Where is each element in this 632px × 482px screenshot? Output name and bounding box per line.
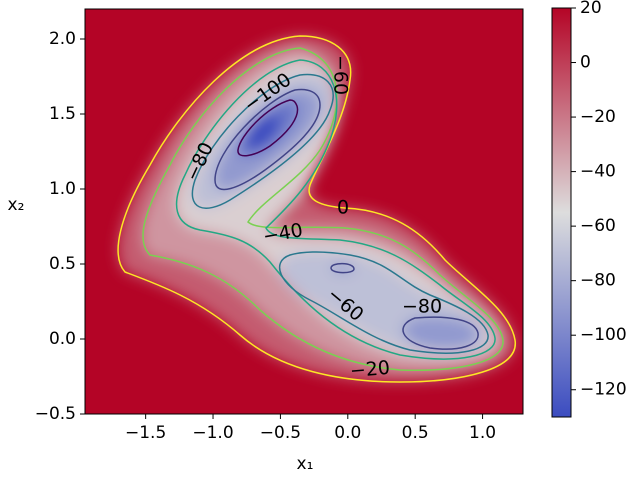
- x-tick-label: 0.5: [402, 423, 429, 443]
- field-region: [331, 263, 354, 273]
- y-tick-label: 0.0: [49, 329, 76, 349]
- colorbar-tick-label: −20: [580, 107, 616, 127]
- colorbar-tick-label: −100: [580, 325, 627, 345]
- contour-label: 0: [337, 197, 349, 219]
- contour-label: −60: [330, 55, 352, 95]
- x-tick-label: −0.5: [260, 423, 301, 443]
- contour-line: [191, 73, 334, 209]
- plot-frame: [84, 8, 524, 415]
- colorbar-tick-label: 0: [580, 53, 591, 73]
- contour-line: [142, 47, 504, 371]
- field-core: [245, 113, 279, 151]
- contour-line: [214, 88, 321, 191]
- field-region: [403, 317, 479, 350]
- colorbar: [551, 7, 572, 418]
- contour-line: [237, 99, 299, 157]
- contour-line: [117, 35, 516, 383]
- contour-label: −80: [402, 296, 442, 318]
- contour-label: −20: [349, 357, 391, 382]
- y-tick-label: 1.0: [49, 179, 76, 199]
- colorbar-tick-label: 20: [580, 0, 602, 18]
- contour-line: [402, 316, 479, 350]
- x-tick-label: 0.0: [334, 423, 361, 443]
- contour-line: [278, 251, 489, 354]
- x-tick-label: 1.0: [469, 423, 496, 443]
- x-tick-label: −1.0: [192, 423, 233, 443]
- y-tick-label: 0.5: [49, 254, 76, 274]
- colorbar-tick-label: −80: [580, 271, 616, 291]
- contour-line: [330, 262, 355, 274]
- y-tick-label: −0.5: [35, 404, 76, 424]
- colorbar-tick-label: −60: [580, 216, 616, 236]
- colorbar-tick-label: −40: [580, 162, 616, 182]
- y-tick-label: 2.0: [49, 29, 76, 49]
- plot-area: [85, 9, 523, 414]
- y-axis-label: x₂: [8, 195, 25, 215]
- x-tick-label: −1.5: [125, 423, 166, 443]
- x-axis-label: x₁: [297, 454, 314, 474]
- colorbar-tick-label: −120: [580, 380, 627, 400]
- y-tick-label: 1.5: [49, 104, 76, 124]
- contour-line: [175, 59, 496, 360]
